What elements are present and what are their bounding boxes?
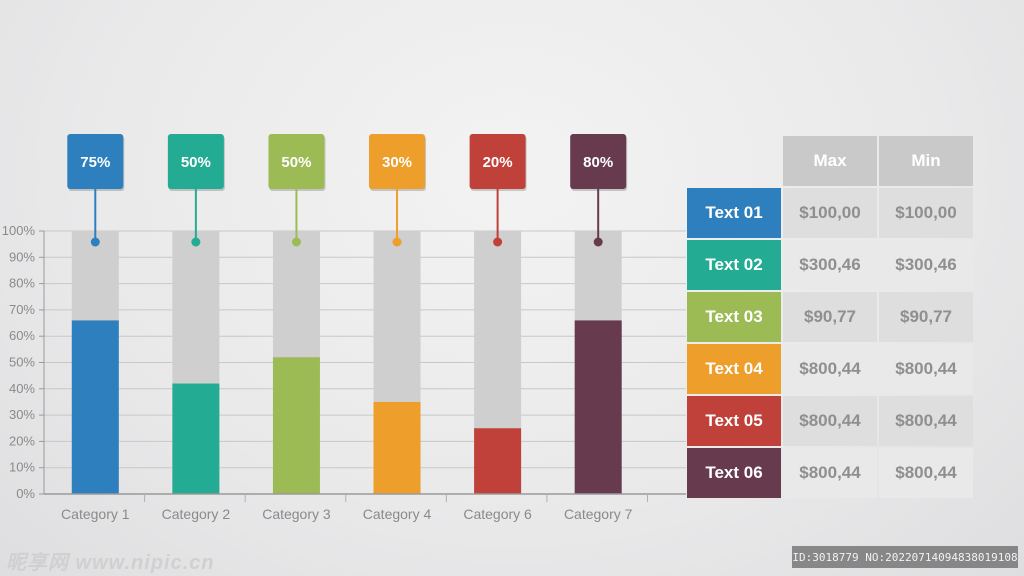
table-row: Text 01 $100,00 $100,00 — [686, 187, 974, 239]
y-tick-label: 90% — [9, 249, 35, 264]
x-tick-label: Category 4 — [363, 506, 432, 522]
callout-label: 75% — [80, 154, 110, 171]
x-tick-label: Category 1 — [61, 506, 130, 522]
callout-dot — [90, 237, 100, 247]
callout-dot — [191, 237, 201, 247]
table-row: Text 05 $800,44 $800,44 — [686, 395, 974, 447]
callout-dot — [493, 237, 503, 247]
y-tick-label: 0% — [16, 486, 35, 501]
y-tick-label: 100% — [2, 223, 36, 238]
row-label: Text 05 — [687, 396, 781, 446]
bar — [574, 320, 622, 494]
x-tick-label: Category 2 — [162, 506, 231, 522]
row-label: Text 02 — [687, 240, 781, 290]
bar — [272, 357, 320, 494]
callout-box — [570, 134, 627, 189]
axes: 0% 10% 20% 30% 40% 50% 60% 70% 80% 90% 100% Categor… — [2, 223, 686, 522]
callout-dot — [392, 237, 402, 247]
row-label: Text 04 — [687, 344, 781, 394]
table-row: Text 06 $800,44 $800,44 — [686, 447, 974, 499]
row-max: $300,46 — [783, 240, 877, 290]
x-tick-label: Category 3 — [262, 506, 331, 522]
row-max: $100,00 — [783, 188, 877, 238]
header-max: Max — [783, 136, 877, 186]
callout-dot — [291, 237, 301, 247]
row-label: Text 03 — [687, 292, 781, 342]
bar — [474, 428, 522, 494]
y-tick-label: 70% — [9, 302, 35, 317]
y-tick-label: 60% — [9, 328, 35, 343]
callout-box — [469, 134, 526, 189]
bar — [71, 320, 119, 494]
table-row: Text 03 $90,77 $90,77 — [686, 291, 974, 343]
row-min: $90,77 — [879, 292, 973, 342]
callout-label: 50% — [281, 154, 311, 171]
row-max: $90,77 — [783, 292, 877, 342]
callout-label: 20% — [483, 154, 513, 171]
y-tick-label: 50% — [9, 355, 35, 370]
y-tick-label: 40% — [9, 381, 35, 396]
row-max: $800,44 — [783, 344, 877, 394]
table-corner — [687, 136, 781, 186]
table-row: Text 04 $800,44 $800,44 — [686, 343, 974, 395]
row-label: Text 06 — [687, 448, 781, 498]
callout-box — [67, 134, 124, 189]
y-tick-label: 30% — [9, 407, 35, 422]
callout-label: 30% — [382, 154, 412, 171]
site-watermark: 昵享网 www.nipic.cn — [6, 552, 215, 574]
data-table: Max Min Text 01 $100,00 $100,00 Text 02 … — [686, 135, 974, 499]
photo-id-label: ID:3018779 NO:20220714094838019108 — [792, 546, 1018, 568]
row-min: $800,44 — [879, 344, 973, 394]
row-min: $100,00 — [879, 188, 973, 238]
bar — [172, 383, 220, 494]
row-label: Text 01 — [687, 188, 781, 238]
header-min: Min — [879, 136, 973, 186]
row-max: $800,44 — [783, 396, 877, 446]
callout-box — [268, 134, 325, 189]
bars — [71, 231, 622, 494]
row-min: $800,44 — [879, 448, 973, 498]
row-min: $300,46 — [879, 240, 973, 290]
callout-box — [369, 134, 426, 189]
x-tick-label: Category 7 — [564, 506, 633, 522]
callouts: 75% 50% 50% 30% 20% 80% — [67, 134, 628, 247]
table-row: Text 02 $300,46 $300,46 — [686, 239, 974, 291]
callout-dot — [593, 237, 603, 247]
callout-label: 80% — [583, 154, 613, 171]
callout-label: 50% — [181, 154, 211, 171]
y-tick-label: 20% — [9, 433, 35, 448]
bar-chart: 75% 50% 50% 30% 20% 80% 0% 10% 20% 30% 40% 50% 60% 7… — [2, 134, 686, 522]
bar — [373, 401, 421, 494]
callout-box — [167, 134, 224, 189]
row-max: $800,44 — [783, 448, 877, 498]
row-min: $800,44 — [879, 396, 973, 446]
y-tick-label: 80% — [9, 276, 35, 291]
x-tick-label: Category 6 — [463, 506, 532, 522]
y-tick-label: 10% — [9, 460, 35, 475]
table-header-row: Max Min — [686, 135, 974, 187]
